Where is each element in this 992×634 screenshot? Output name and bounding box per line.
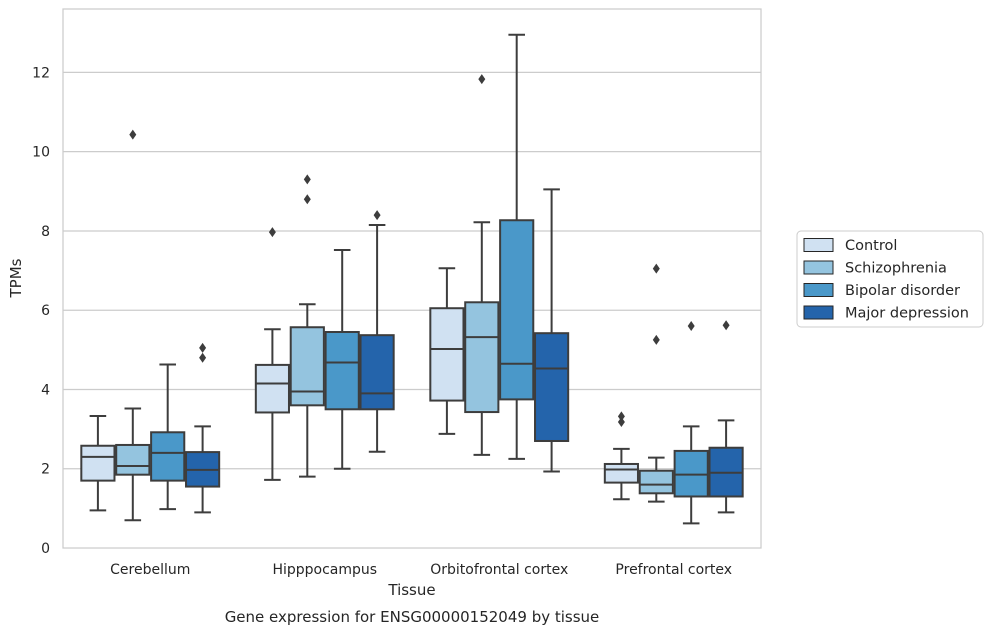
x-tick-label: Hipppocampus	[272, 562, 377, 578]
box-bipolar-disorder	[499, 33, 535, 460]
box-control	[603, 411, 639, 501]
y-tick-label: 0	[41, 541, 50, 557]
x-axis-label: Tissue	[387, 581, 435, 599]
y-tick-label: 12	[32, 65, 50, 81]
legend-label: Major depression	[845, 306, 969, 322]
plot-area-frame	[62, 8, 762, 549]
box-iqr	[115, 443, 151, 476]
box-iqr	[254, 363, 290, 414]
gridlines	[63, 71, 761, 470]
outlier-point	[373, 210, 381, 221]
y-axis-ticks: 0 2 4 6 8 10 12	[32, 65, 50, 557]
outlier-point	[303, 174, 311, 185]
legend-frame	[796, 230, 984, 328]
box-iqr	[638, 469, 674, 495]
legend-swatch	[803, 305, 834, 320]
box-control	[80, 415, 116, 512]
outlier-point	[722, 320, 730, 331]
y-tick-label: 8	[41, 224, 50, 240]
legend-swatch	[803, 283, 834, 297]
box-schizophrenia	[115, 129, 151, 522]
outlier-point	[617, 416, 625, 427]
y-tick-label: 10	[32, 145, 50, 161]
outlier-point	[199, 342, 207, 353]
box-iqr	[499, 219, 535, 401]
x-tick-label: Prefrontal cortex	[615, 562, 732, 578]
legend-label: Bipolar disorder	[845, 283, 960, 299]
box-iqr	[324, 331, 360, 411]
x-tick-label: Cerebellum	[110, 562, 190, 578]
box-iqr	[429, 307, 465, 402]
box-major-depression	[708, 320, 744, 514]
box-iqr	[150, 431, 186, 482]
legend-label: Schizophrenia	[845, 261, 947, 277]
box-bipolar-disorder	[673, 321, 709, 525]
box-iqr	[603, 462, 639, 484]
box-schizophrenia	[638, 263, 674, 503]
chart-caption: Gene expression for ENSG00000152049 by t…	[225, 608, 600, 626]
y-tick-label: 4	[41, 382, 50, 398]
legend-label: Control	[845, 238, 897, 254]
box-groups	[80, 33, 744, 525]
y-tick-label: 6	[41, 303, 50, 319]
box-iqr	[359, 334, 395, 411]
box-major-depression	[359, 210, 395, 453]
legend-swatch	[803, 238, 834, 252]
x-axis-ticks: Cerebellum Hipppocampus Orbitofrontal cort…	[110, 562, 732, 578]
box-control	[429, 267, 465, 435]
box-schizophrenia	[464, 74, 500, 456]
x-tick-label: Orbitofrontal cortex	[430, 562, 568, 578]
box-bipolar-disorder	[150, 363, 186, 511]
y-tick-label: 2	[41, 462, 50, 478]
box-control	[254, 227, 290, 481]
box-major-depression	[185, 342, 221, 514]
legend: Control Schizophrenia Bipolar disorder Majo…	[796, 230, 984, 328]
outlier-point	[303, 194, 311, 205]
box-iqr	[80, 444, 116, 482]
box-bipolar-disorder	[324, 248, 360, 470]
box-iqr	[464, 301, 500, 414]
outlier-point	[199, 352, 207, 363]
outlier-point	[478, 74, 486, 85]
outlier-point	[652, 263, 660, 274]
outlier-point	[617, 411, 625, 422]
box-major-depression	[534, 188, 570, 473]
box-schizophrenia	[289, 174, 325, 478]
outlier-point	[129, 129, 137, 140]
box-iqr	[534, 332, 570, 442]
box-iqr	[289, 326, 325, 407]
outlier-point	[268, 227, 276, 238]
outlier-point	[687, 321, 695, 332]
legend-swatch	[803, 260, 834, 275]
y-axis-label: TPMs	[7, 258, 25, 298]
outlier-point	[652, 334, 660, 345]
